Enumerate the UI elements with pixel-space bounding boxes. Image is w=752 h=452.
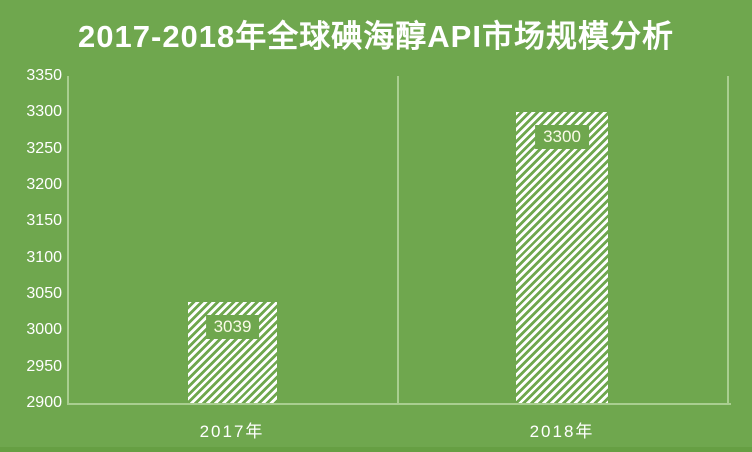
y-tick-label: 3300 [26, 103, 62, 120]
y-tick-label: 3200 [26, 176, 62, 193]
y-tick-label: 2900 [26, 394, 62, 411]
y-tick-label: 2950 [26, 358, 62, 375]
y-tick-label: 3150 [26, 212, 62, 229]
y-tick-label: 3100 [26, 249, 62, 266]
y-axis-line [67, 76, 69, 405]
y-tick-label: 3350 [26, 67, 62, 84]
chart-title: 2017-2018年全球碘海醇API市场规模分析 [78, 19, 674, 54]
y-tick-label: 3000 [26, 321, 62, 338]
bar-2017: 3039 [188, 302, 277, 403]
footer-strip [0, 447, 752, 452]
plot-right-border-line [727, 76, 729, 403]
x-tick-label: 2017年 [199, 422, 265, 441]
x-axis-line [67, 403, 731, 405]
bar-value-label: 3300 [535, 125, 589, 149]
category-divider-line [397, 76, 399, 403]
y-tick-label: 3250 [26, 140, 62, 157]
bar-value-label: 3039 [205, 315, 260, 339]
x-tick-label: 2018年 [529, 422, 595, 441]
y-tick-label: 3050 [26, 285, 62, 302]
bar-2018: 3300 [516, 112, 608, 403]
